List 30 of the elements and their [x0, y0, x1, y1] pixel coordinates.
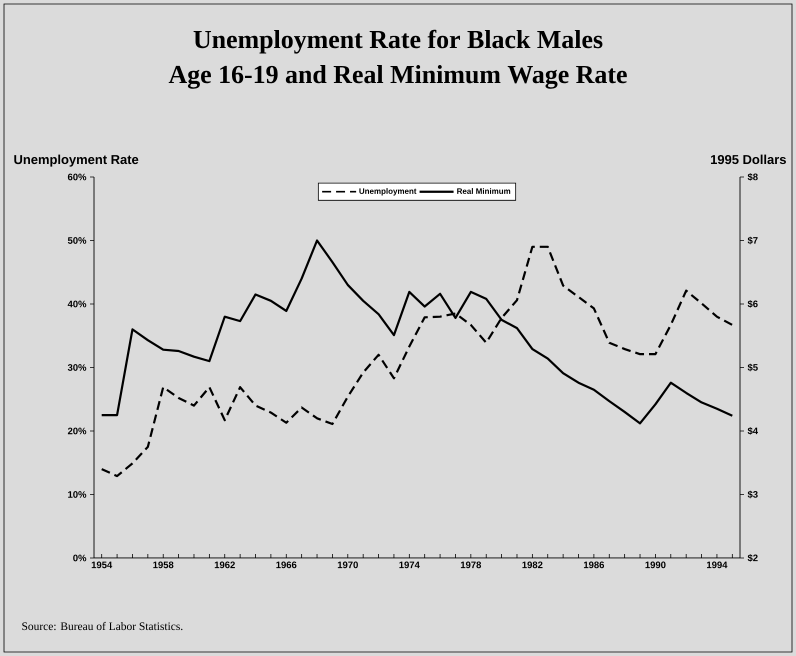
- x-tick-label: 1962: [214, 562, 235, 568]
- y2-tick-label: $2: [748, 554, 758, 562]
- source-note: Source: Bureau of Labor Statistics.: [22, 622, 182, 630]
- x-tick-label: 1958: [153, 562, 174, 568]
- chart-subtitle: Age 16-19 and Real Minimum Wage Rate: [168, 65, 627, 89]
- x-tick-label: 1978: [460, 562, 482, 568]
- chart-title: Unemployment Rate for Black Males: [194, 30, 602, 54]
- y2-tick-label: $8: [748, 173, 758, 181]
- x-tick-label: 1970: [338, 562, 358, 568]
- x-tick-label: 1994: [707, 562, 728, 568]
- y-tick-label: 60%: [68, 174, 86, 180]
- y-tick-label: 40%: [68, 300, 86, 308]
- y2-tick-label: $3: [748, 490, 758, 498]
- y-tick-label: 50%: [68, 237, 86, 244]
- x-tick-label: 1990: [645, 562, 666, 568]
- y2-axis-title: 1995 Dollars: [710, 154, 786, 164]
- y2-tick-label: $6: [748, 300, 758, 308]
- y2-tick-label: $7: [748, 236, 758, 244]
- x-tick-label: 1986: [584, 562, 604, 568]
- y-tick-label: 30%: [68, 364, 86, 371]
- y-axis-title: Unemployment Rate: [14, 154, 138, 167]
- y-tick-label: 0%: [73, 554, 86, 562]
- y2-tick-label: $5: [748, 364, 758, 372]
- x-tick-label: 1954: [92, 562, 112, 568]
- x-tick-label: 1982: [522, 562, 543, 568]
- y-tick-label: 10%: [68, 491, 86, 498]
- x-tick-label: 1966: [276, 562, 296, 568]
- y2-tick-label: $4: [748, 427, 758, 435]
- x-tick-label: 1974: [399, 562, 420, 568]
- y-tick-label: 20%: [68, 428, 86, 434]
